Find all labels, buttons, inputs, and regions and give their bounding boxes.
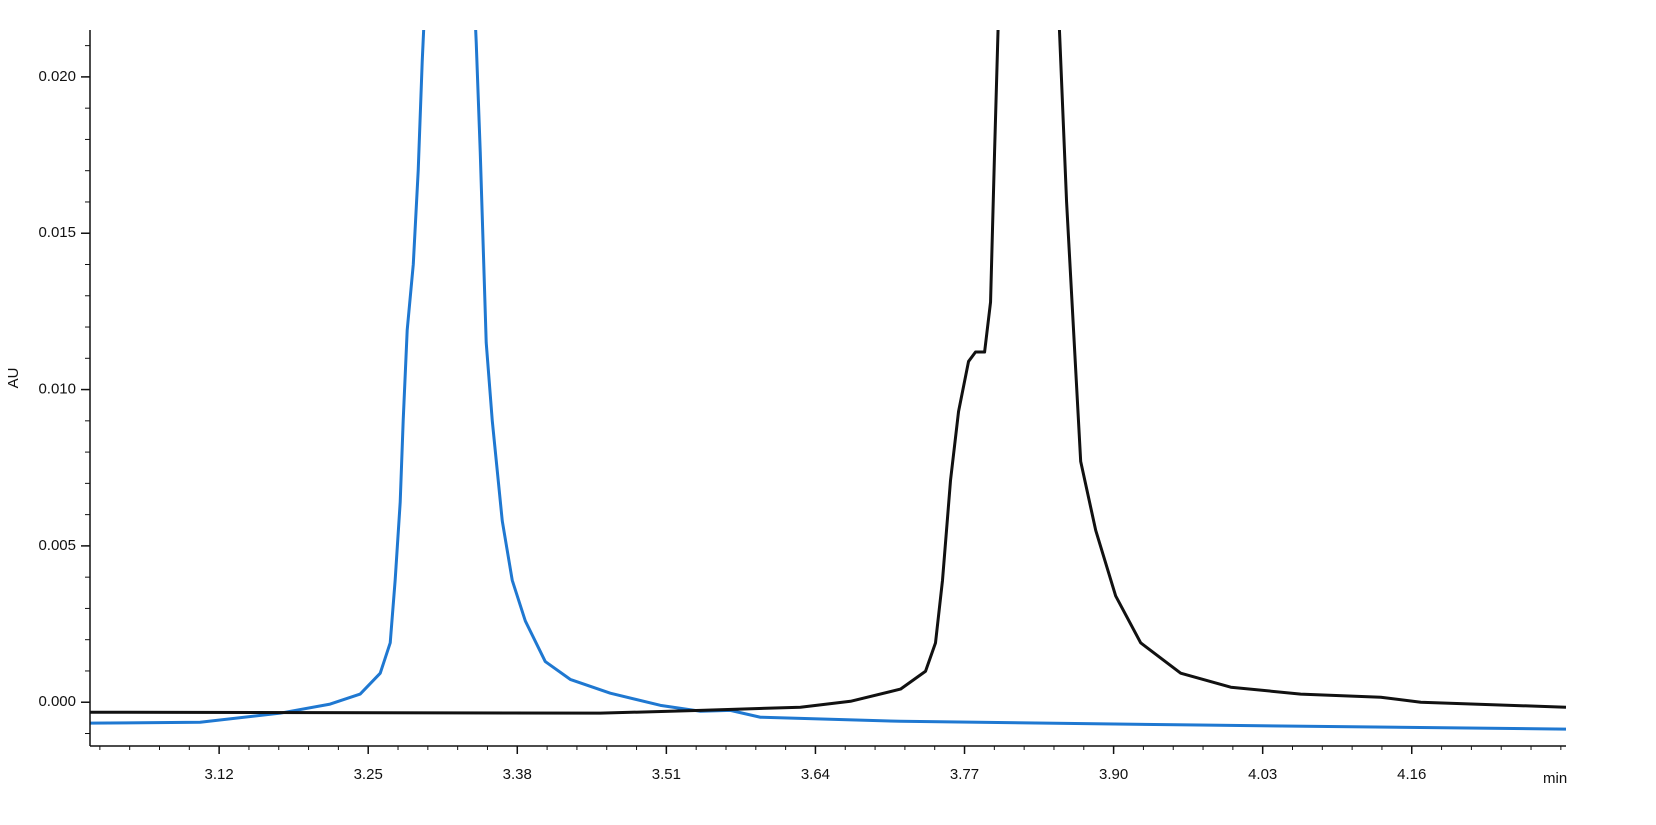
x-tick-label: 4.03	[1248, 766, 1277, 783]
y-tick-label: 0.005	[38, 537, 76, 554]
trace-line	[90, 30, 1566, 731]
x-tick-label: 3.38	[503, 766, 532, 783]
y-tick-label: 0.000	[38, 693, 76, 710]
y-tick-label: 0.015	[38, 224, 76, 241]
x-tick-label: 3.90	[1099, 766, 1128, 783]
x-tick-label: 3.12	[205, 766, 234, 783]
plot-area	[90, 30, 1566, 731]
x-tick-label: 3.77	[950, 766, 979, 783]
x-tick-label: 3.51	[652, 766, 681, 783]
y-axis-label: AU	[5, 368, 22, 389]
x-tick-label: 4.16	[1397, 766, 1426, 783]
x-tick-label: 3.64	[801, 766, 830, 783]
y-tick-label: 0.010	[38, 381, 76, 398]
trace-line	[90, 30, 1566, 715]
x-axis-label: min	[1543, 770, 1567, 787]
y-tick-label: 0.020	[38, 68, 76, 85]
x-tick-label: 3.25	[354, 766, 383, 783]
